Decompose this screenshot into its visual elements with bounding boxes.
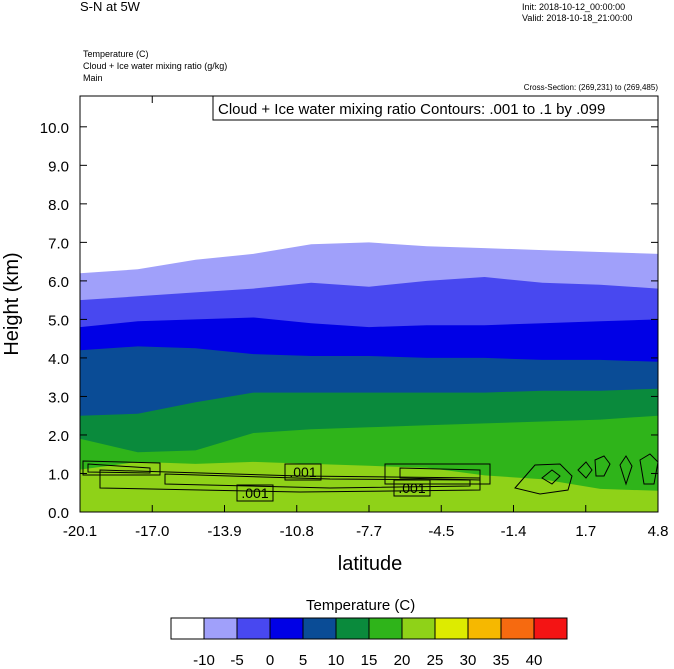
y-tick-label: 6.0: [48, 274, 69, 291]
cloud-contour-5: [384, 463, 491, 485]
x-tick-label: -20.1: [63, 523, 97, 540]
colorbar-label: 40: [525, 652, 543, 669]
colorbar-label: 35: [492, 652, 510, 669]
cloud-contour-2: [87, 463, 151, 474]
contour-info-box: [212, 95, 659, 121]
x-tick-label: -17.0: [135, 523, 169, 540]
colorbar-swatch: [467, 617, 502, 640]
colorbar-label: 10: [327, 652, 345, 669]
chart-title: S-N at 5W: [80, 0, 140, 14]
colorbar-swatch: [401, 617, 436, 640]
contour-label: .001: [289, 464, 316, 480]
x-tick-label: -1.4: [501, 523, 527, 540]
colorbar-label: 0: [265, 652, 275, 669]
y-tick-label: 0.0: [48, 505, 69, 522]
colorbar-title: Temperature (C): [306, 597, 416, 614]
x-tick-label: -10.8: [280, 523, 314, 540]
y-axis-label: Height (km): [1, 252, 23, 355]
colorbar-label: 5: [298, 652, 308, 669]
y-tick-label: 1.0: [48, 466, 69, 483]
cross-section-label: Cross-Section: (269,231) to (269,485): [523, 83, 658, 92]
y-tick-label: 4.0: [48, 351, 69, 368]
cloud-contour-11: [619, 455, 633, 486]
contour-label: .001: [241, 485, 268, 501]
colorbar-label: -10: [193, 652, 215, 669]
cloud-contour-7: [514, 463, 573, 495]
y-tick-label: 8.0: [48, 197, 69, 214]
cloud-contour-9: [577, 461, 593, 479]
contour-label: .001: [398, 480, 425, 496]
x-tick-label: 4.8: [648, 523, 669, 540]
colorbar-label: 30: [459, 652, 477, 669]
contour-label-box: [284, 463, 322, 481]
colorbar-swatch: [269, 617, 304, 640]
cloud-contour-4: [164, 473, 471, 489]
x-axis-label: latitude: [338, 553, 403, 575]
contour-label-box: [393, 479, 431, 497]
field-temperature: Temperature (C): [83, 49, 149, 59]
y-tick-label: 3.0: [48, 389, 69, 406]
field-main: Main: [83, 73, 103, 83]
colorbar-swatch: [500, 617, 535, 640]
colorbar-swatch: [170, 617, 205, 640]
colorbar-swatch: [434, 617, 469, 640]
y-tick-label: 2.0: [48, 428, 69, 445]
colorbar-swatch: [203, 617, 238, 640]
colorbar-label: 25: [426, 652, 444, 669]
init-time: Init: 2018-10-12_00:00:00: [522, 2, 626, 12]
colorbar-label: 15: [360, 652, 378, 669]
colorbar-swatch: [368, 617, 403, 640]
cloud-contour-1: [82, 460, 161, 476]
colorbar-swatch: [533, 617, 568, 640]
colorbar-swatch: [236, 617, 271, 640]
x-tick-label: -7.7: [356, 523, 382, 540]
colorbar-swatch: [335, 617, 370, 640]
x-tick-label: -13.9: [207, 523, 241, 540]
colorbar-label: -5: [230, 652, 244, 669]
y-tick-label: 10.0: [40, 120, 69, 137]
cloud-contour-3: [99, 469, 481, 493]
field-cloud-ice: Cloud + Ice water mixing ratio (g/kg): [83, 61, 228, 71]
y-tick-label: 5.0: [48, 312, 69, 329]
contour-info: Cloud + Ice water mixing ratio Contours:…: [218, 101, 605, 118]
x-tick-label: 1.7: [575, 523, 596, 540]
cloud-contour-8: [541, 469, 561, 485]
valid-time: Valid: 2018-10-18_21:00:00: [522, 13, 633, 23]
colorbar-swatch: [302, 617, 337, 640]
x-tick-label: -4.5: [428, 523, 454, 540]
y-tick-label: 9.0: [48, 158, 69, 175]
cloud-contour-10: [594, 455, 611, 477]
colorbar-label: 20: [393, 652, 411, 669]
contour-label-box: [236, 484, 274, 502]
y-tick-label: 7.0: [48, 235, 69, 252]
cloud-contour-6: [399, 467, 481, 481]
